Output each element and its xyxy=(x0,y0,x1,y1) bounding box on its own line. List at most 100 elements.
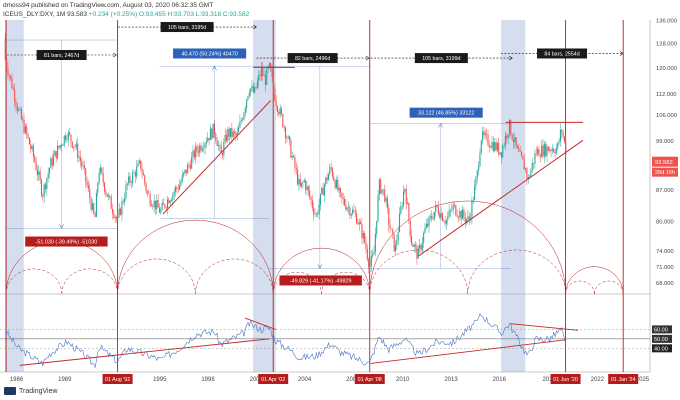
candle-body xyxy=(114,217,116,219)
candle-body xyxy=(539,156,541,158)
candle-body xyxy=(294,156,296,168)
bar-span-arrow xyxy=(253,24,257,30)
candle-body xyxy=(27,134,29,138)
candle-body xyxy=(531,162,533,171)
candle-body xyxy=(495,142,497,151)
candle-body xyxy=(463,209,465,217)
candle-body xyxy=(189,164,191,169)
candle-body xyxy=(19,109,21,110)
candle-body xyxy=(287,136,289,139)
candle-body xyxy=(440,213,442,218)
cycle-date-label: 01 Jan '24 xyxy=(611,377,636,383)
bar-span-label: 105 bars, 3199d xyxy=(422,56,460,62)
candle-body xyxy=(496,142,498,151)
candle-body xyxy=(333,176,335,181)
candle-body xyxy=(301,182,303,187)
symbol-line: ICEUS_DLY:DXY, 1M 93.583 +0.234 (+0.25%)… xyxy=(3,11,249,18)
candle-body xyxy=(402,191,405,206)
cycle-date-label: 01 Apr '08 xyxy=(358,377,382,383)
year-tick-label: 2010 xyxy=(396,377,410,383)
candle-body xyxy=(357,223,359,225)
candle-body xyxy=(475,178,477,186)
candle-body xyxy=(212,123,214,139)
candle-body xyxy=(420,244,422,250)
candle-body xyxy=(170,199,173,201)
candle-body xyxy=(467,216,469,220)
candle-body xyxy=(138,160,140,163)
candle-body xyxy=(83,165,85,169)
candle-body xyxy=(342,197,344,200)
candle-body xyxy=(537,148,539,154)
tradingview-logo[interactable]: TradingView xyxy=(4,387,58,395)
candle-body xyxy=(176,187,178,189)
candle-body xyxy=(492,142,494,151)
candle-body xyxy=(499,152,501,155)
bar-span-arrow xyxy=(620,51,624,56)
candle-body xyxy=(511,134,513,140)
cycle-arc xyxy=(369,200,566,295)
candle-body xyxy=(57,145,59,159)
candle-body xyxy=(40,179,43,196)
candle-body xyxy=(398,213,401,232)
candle-body xyxy=(542,145,544,157)
candle-body xyxy=(51,158,53,166)
candle-body xyxy=(250,88,252,93)
measure-arrow xyxy=(59,224,64,229)
candle-body xyxy=(16,105,18,111)
candle-body xyxy=(452,204,454,210)
candle-body xyxy=(101,167,103,173)
measure-arrow xyxy=(212,65,217,71)
candle-body xyxy=(217,145,220,147)
chart-header: dmoss94 published on TradingView.com, Au… xyxy=(0,0,680,22)
price-tick-label: 128.000 xyxy=(656,41,677,47)
candle-body xyxy=(246,99,248,108)
candle-body xyxy=(173,191,175,194)
candle-body xyxy=(538,148,540,157)
candle-body xyxy=(93,203,95,214)
measure-label-bg xyxy=(25,236,108,247)
candle-body xyxy=(364,232,366,243)
candle-body xyxy=(380,179,382,194)
candle-body xyxy=(30,144,32,150)
price-chart[interactable]: 136.000 128.000 120.000 112.000 106.000 99.00… xyxy=(0,0,680,386)
candle-body xyxy=(232,131,234,137)
candle-body xyxy=(24,126,26,133)
candle-body xyxy=(106,193,108,197)
half-cycle-arc xyxy=(565,280,595,295)
candle-body xyxy=(435,204,437,212)
candle-body xyxy=(512,139,515,143)
candle-body xyxy=(384,189,386,202)
candle-body xyxy=(555,148,557,154)
candle-body xyxy=(227,128,229,141)
candle-body xyxy=(161,203,163,210)
candle-body xyxy=(116,217,118,219)
candle-body xyxy=(535,153,537,154)
bar-span-label: 82 bars, 2496d xyxy=(295,56,330,62)
candle-body xyxy=(120,208,122,215)
candle-body xyxy=(559,129,561,142)
candle-body xyxy=(286,137,288,139)
current-price-label: 93.582 xyxy=(655,160,673,166)
last-price: 93.583 xyxy=(67,11,87,18)
candle-body xyxy=(487,134,489,146)
symbol-label: ICEUS_DLY:DXY, 1M xyxy=(3,11,66,18)
candle-body xyxy=(353,209,355,212)
candle-body xyxy=(478,166,480,171)
candle-body xyxy=(307,186,309,191)
candle-body xyxy=(306,186,308,191)
candle-body xyxy=(44,184,47,190)
candle-body xyxy=(220,145,222,153)
candle-body xyxy=(215,133,217,141)
candle-body xyxy=(523,159,525,170)
candle-body xyxy=(441,213,443,221)
candle-body xyxy=(516,145,519,149)
candle-body xyxy=(20,109,22,119)
bar-span-arrow xyxy=(365,55,370,61)
highlight-band xyxy=(5,20,24,372)
candle-body xyxy=(527,176,529,179)
candle-body xyxy=(480,140,482,153)
candle-body xyxy=(400,206,402,214)
year-tick-label: 2025 xyxy=(636,377,650,383)
candle-body xyxy=(297,169,299,185)
candle-body xyxy=(199,145,201,153)
